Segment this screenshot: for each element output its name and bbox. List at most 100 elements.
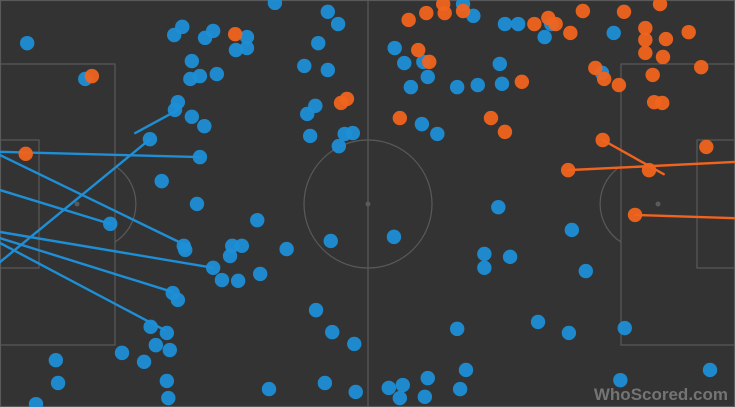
event-dot	[148, 337, 164, 353]
event-dot	[261, 381, 277, 397]
event-dot	[184, 53, 200, 69]
event-dot	[641, 162, 657, 178]
event-dot	[430, 126, 445, 142]
event-dot	[192, 68, 208, 84]
centre-spot	[365, 201, 371, 207]
event-dot	[658, 31, 674, 47]
event-dot	[422, 54, 437, 70]
event-dot	[320, 4, 336, 20]
event-dot	[548, 16, 563, 32]
event-dot	[239, 29, 255, 45]
pass	[0, 153, 187, 247]
event-dot	[325, 324, 340, 340]
event-dot	[166, 27, 182, 43]
event-dot	[320, 62, 336, 78]
event-dot	[392, 110, 408, 126]
event-dot	[595, 132, 610, 148]
event-dot	[159, 325, 175, 341]
event-dot	[205, 260, 221, 276]
event-dot	[209, 66, 225, 82]
event-dot	[311, 35, 326, 51]
event-dot	[420, 370, 435, 386]
event-dot	[330, 16, 346, 32]
events	[18, 0, 718, 407]
event-dot	[477, 260, 492, 276]
event-dot	[279, 241, 294, 257]
event-dot	[494, 76, 510, 92]
event-dot	[28, 396, 44, 407]
event-dot	[652, 0, 668, 12]
event-dot	[449, 79, 465, 95]
event-dot	[401, 12, 416, 28]
event-dot	[611, 77, 627, 93]
event-dot	[345, 125, 360, 141]
event-dot	[437, 5, 452, 21]
event-dot	[178, 242, 193, 258]
event-dot	[655, 49, 671, 65]
event-dot	[323, 233, 338, 249]
event-dot	[561, 325, 577, 341]
event-dot	[492, 56, 507, 72]
event-dot	[613, 372, 628, 388]
event-dot	[386, 229, 402, 245]
event-dot	[681, 24, 696, 40]
event-dot	[458, 362, 474, 378]
event-dot	[308, 302, 324, 318]
event-dot	[228, 26, 243, 42]
event-dot	[617, 320, 632, 336]
event-dot	[230, 273, 246, 289]
event-dot	[588, 60, 603, 76]
pass	[0, 236, 174, 294]
event-dot	[655, 95, 670, 111]
event-dot	[302, 128, 318, 144]
event-dot	[228, 42, 244, 58]
event-dot	[347, 336, 362, 352]
event-dot	[381, 380, 397, 396]
right-arc	[599, 165, 622, 243]
right-penalty-spot	[655, 201, 661, 207]
event-dot	[250, 212, 265, 228]
event-dot	[395, 377, 410, 393]
event-dot	[452, 381, 468, 397]
event-dot	[192, 149, 208, 165]
event-dot	[162, 342, 177, 358]
event-dot	[702, 362, 718, 378]
pass	[0, 188, 112, 226]
event-dot	[596, 71, 612, 87]
event-dot	[693, 59, 709, 75]
left-arc	[114, 165, 137, 243]
event-dot	[470, 77, 485, 93]
pass	[0, 150, 202, 159]
pass	[0, 241, 166, 332]
event-dot	[449, 321, 465, 337]
event-dot	[510, 16, 526, 32]
event-dot	[154, 173, 169, 189]
event-dot	[239, 40, 255, 56]
event-dot	[103, 216, 118, 232]
event-dot	[189, 196, 205, 212]
event-dot	[638, 45, 653, 61]
watermark: WhoScored.com	[594, 385, 728, 404]
event-dot	[414, 116, 430, 132]
event-dot	[19, 35, 35, 51]
event-dot	[606, 25, 621, 41]
event-dot	[483, 110, 499, 126]
event-dot	[136, 354, 152, 370]
event-dot	[417, 389, 433, 405]
event-dot	[297, 58, 312, 74]
event-dot	[234, 238, 250, 254]
event-dot	[497, 16, 513, 32]
left-penalty-spot	[74, 201, 80, 207]
right-penalty-box	[620, 63, 735, 346]
pass	[0, 137, 152, 264]
event-dot	[197, 118, 212, 134]
event-dot	[252, 266, 268, 282]
event-dot	[537, 29, 552, 45]
event-dot	[167, 102, 183, 118]
left-six-yard-box	[0, 139, 40, 269]
right-six-yard-box	[696, 139, 735, 269]
event-dot	[50, 375, 66, 391]
event-dot	[527, 16, 542, 32]
event-dot	[114, 345, 130, 361]
